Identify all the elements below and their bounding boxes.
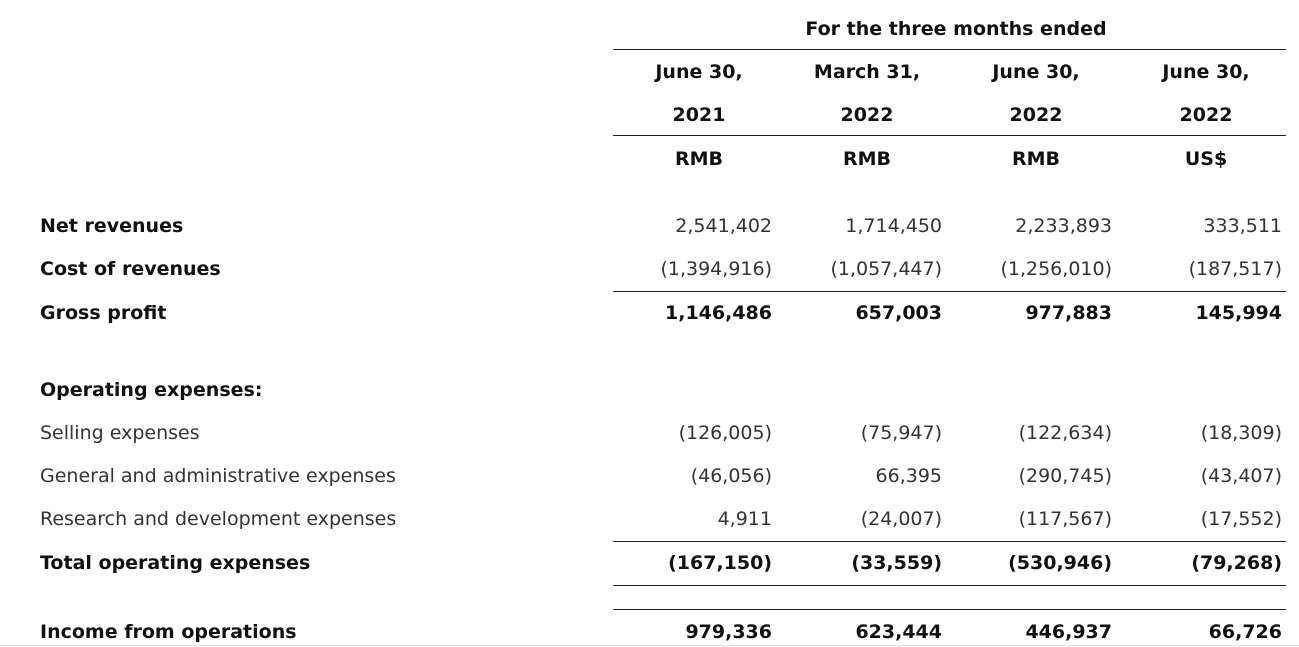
total-opex-underline	[613, 585, 1286, 586]
general-admin-expenses-value: 66,395	[875, 465, 942, 487]
gross-profit-value: 1,146,486	[665, 302, 772, 324]
col-2-year: 2022	[840, 104, 894, 126]
general-admin-expenses-label: General and administrative expenses	[40, 465, 396, 487]
total-operating-expenses-label: Total operating expenses	[40, 552, 311, 574]
gross-profit-label: Gross profit	[40, 302, 167, 324]
selling-expenses-value: (18,309)	[1200, 422, 1282, 444]
total-opex-divider	[613, 541, 1286, 542]
rnd-expenses-value: (24,007)	[860, 508, 942, 530]
header-divider	[613, 49, 1286, 50]
col-4-date: June 30,	[1162, 61, 1250, 83]
total-operating-expenses-value: (530,946)	[1008, 552, 1112, 574]
year-divider	[613, 135, 1286, 136]
rnd-expenses-label: Research and development expenses	[40, 508, 397, 530]
col-1-date: June 30,	[655, 61, 743, 83]
net-revenues-value: 333,511	[1203, 215, 1282, 237]
income-divider	[613, 609, 1286, 610]
net-revenues-value: 1,714,450	[845, 215, 942, 237]
net-revenues-value: 2,541,402	[675, 215, 772, 237]
col-4-currency: US$	[1184, 148, 1228, 170]
rnd-expenses-value: (17,552)	[1200, 508, 1282, 530]
net-revenues-label: Net revenues	[40, 215, 184, 237]
bottom-edge-line	[0, 645, 1299, 646]
period-title: For the three months ended	[805, 18, 1107, 40]
total-operating-expenses-value: (79,268)	[1191, 552, 1282, 574]
rnd-expenses-value: 4,911	[717, 508, 772, 530]
col-3-currency: RMB	[1011, 148, 1061, 170]
net-revenues-value: 2,233,893	[1015, 215, 1112, 237]
gross-profit-value: 977,883	[1025, 302, 1112, 324]
income-from-operations-value: 979,336	[685, 621, 772, 643]
cost-of-revenues-value: (1,394,916)	[660, 258, 772, 280]
col-4-year: 2022	[1179, 104, 1233, 126]
gross-profit-value: 145,994	[1195, 302, 1282, 324]
col-2-currency: RMB	[842, 148, 892, 170]
col-3-date: June 30,	[992, 61, 1080, 83]
gross-profit-value: 657,003	[855, 302, 942, 324]
col-1-year: 2021	[672, 104, 726, 126]
col-3-year: 2022	[1009, 104, 1063, 126]
cost-of-revenues-value: (1,057,447)	[830, 258, 942, 280]
selling-expenses-value: (75,947)	[860, 422, 942, 444]
rnd-expenses-value: (117,567)	[1018, 508, 1112, 530]
total-operating-expenses-value: (167,150)	[668, 552, 772, 574]
selling-expenses-value: (122,634)	[1018, 422, 1112, 444]
col-2-date: March 31,	[813, 61, 921, 83]
selling-expenses-label: Selling expenses	[40, 422, 200, 444]
income-from-operations-value: 66,726	[1208, 621, 1282, 643]
general-admin-expenses-value: (290,745)	[1018, 465, 1112, 487]
gross-profit-divider	[613, 291, 1286, 292]
col-1-currency: RMB	[674, 148, 724, 170]
income-from-operations-value: 446,937	[1025, 621, 1112, 643]
cost-of-revenues-value: (1,256,010)	[1000, 258, 1112, 280]
general-admin-expenses-value: (43,407)	[1200, 465, 1282, 487]
general-admin-expenses-value: (46,056)	[690, 465, 772, 487]
income-from-operations-value: 623,444	[855, 621, 942, 643]
selling-expenses-value: (126,005)	[678, 422, 772, 444]
total-operating-expenses-value: (33,559)	[851, 552, 942, 574]
operating-expenses-heading: Operating expenses:	[40, 379, 263, 401]
cost-of-revenues-value: (187,517)	[1188, 258, 1282, 280]
income-from-operations-label: Income from operations	[40, 621, 297, 643]
cost-of-revenues-label: Cost of revenues	[40, 258, 221, 280]
